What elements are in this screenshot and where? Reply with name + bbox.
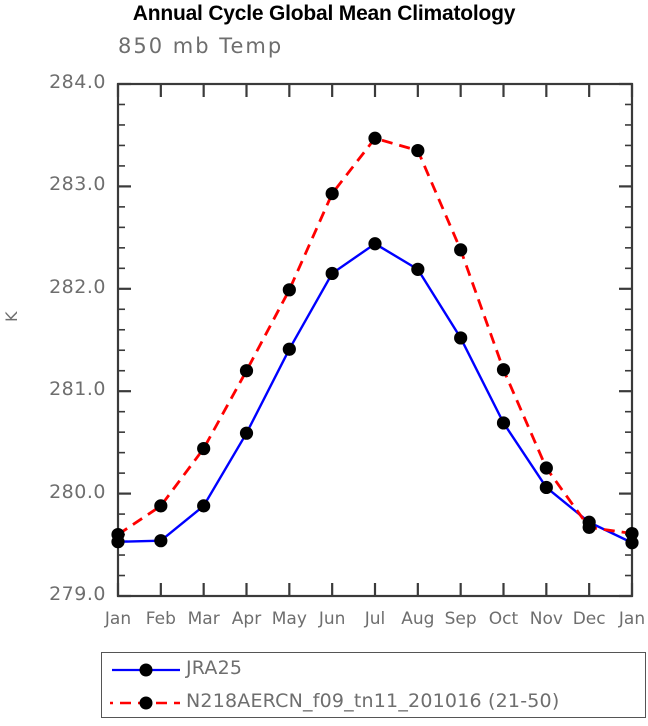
y-tick-label: 281.0 [49, 378, 106, 401]
legend-line-sample-2 [110, 696, 180, 710]
data-point [625, 526, 639, 541]
data-point [197, 499, 211, 513]
data-series-group [111, 131, 639, 550]
data-point [582, 520, 596, 534]
legend-entry-jra25[interactable]: JRA25 [102, 653, 645, 686]
data-point [454, 243, 468, 257]
data-point [239, 426, 254, 440]
y-tick-label: 283.0 [49, 173, 106, 196]
data-point [539, 480, 553, 495]
data-point [197, 441, 211, 456]
data-point [539, 461, 553, 475]
y-axis-label: K [2, 311, 21, 323]
data-point [282, 342, 296, 356]
x-tick-label: Aug [401, 609, 435, 629]
x-tick-label: May [271, 609, 307, 629]
data-point [496, 416, 511, 430]
x-tick-label: Dec [572, 609, 606, 629]
legend-line-sample-1 [112, 663, 180, 677]
axes-frame [116, 82, 634, 598]
data-point [411, 143, 425, 158]
x-tick-label: Jan [104, 609, 132, 629]
data-point [154, 499, 168, 513]
data-point [368, 237, 382, 251]
data-point [282, 283, 296, 297]
page-title: Annual Cycle Global Mean Climatology [132, 2, 516, 25]
data-point [496, 363, 511, 377]
x-tick-label: Apr [231, 609, 262, 629]
x-tick-label: Feb [145, 609, 176, 629]
legend-label-2: N218AERCN_f09_tn11_201016 (21-50) [186, 690, 560, 712]
data-point [454, 331, 468, 345]
legend-label-1: JRA25 [186, 657, 243, 679]
y-tick-label: 279.0 [49, 583, 106, 605]
data-point [239, 364, 254, 378]
x-tick-label: Sep [444, 609, 477, 629]
data-point [411, 262, 425, 276]
data-point [625, 536, 639, 550]
y-tick-label: 280.0 [49, 480, 106, 503]
x-tick-label: Jan [618, 609, 646, 629]
x-tick-label: Mar [187, 609, 220, 629]
x-tick-label: Jun [318, 609, 346, 629]
y-tick-label: 282.0 [49, 275, 106, 298]
legend: JRA25 N218AERCN_f09_tn11_201016 (21-50) [101, 652, 646, 718]
data-point [154, 534, 168, 548]
data-point [368, 131, 382, 145]
x-tick-label: Jul [364, 609, 386, 629]
data-point [325, 186, 339, 201]
series-line-1 [117, 242, 633, 544]
x-tick-label: Nov [529, 609, 563, 629]
chart-subtitle: 850 mb Temp [118, 34, 284, 58]
y-tick-label: 284.0 [49, 71, 106, 93]
series-line-2 [117, 136, 633, 536]
data-point [325, 266, 339, 281]
data-point [111, 527, 125, 542]
x-tick-label: Oct [488, 609, 519, 629]
legend-entry-model[interactable]: N218AERCN_f09_tn11_201016 (21-50) [102, 686, 645, 719]
